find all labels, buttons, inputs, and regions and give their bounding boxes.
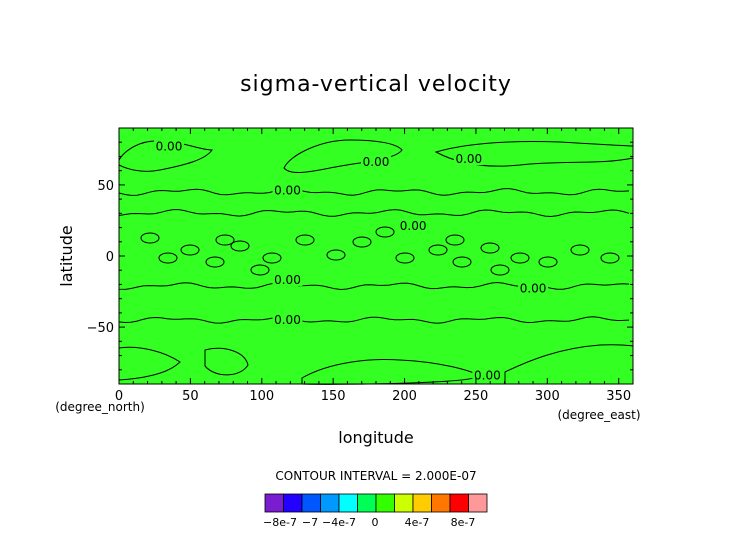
contour-island <box>158 252 178 264</box>
plot-area: 0.00 0.00 0.00 0.00 0.00 0.00 0.00 0.00 0.00 0 50 1… <box>87 127 634 404</box>
x-tick-label: 100 <box>249 389 274 404</box>
colorbar-tick-label: 4e-7 <box>405 516 430 529</box>
contour-label-bg <box>272 313 303 326</box>
y-tick-label: −50 <box>87 321 114 336</box>
contour-label: 0.00 <box>274 273 301 287</box>
x-axis-unit: (degree_east) <box>557 408 640 422</box>
contour-blob <box>283 139 403 173</box>
colorbar-swatch <box>375 493 395 513</box>
colorbar-tick-label: −4e-7 <box>322 516 356 529</box>
y-tick-label: 50 <box>97 179 114 194</box>
colorbar-swatch <box>320 493 340 513</box>
contour-label: 0.00 <box>520 282 547 296</box>
colorbar-tick-label: −7 <box>302 516 318 529</box>
contour-label-bg <box>472 369 503 382</box>
colorbar-swatch <box>394 493 414 513</box>
colorbar-tick-label: −8e-7 <box>263 516 297 529</box>
chart-title: sigma-vertical velocity <box>240 72 512 97</box>
contour-island <box>445 234 465 246</box>
x-tick-label: 200 <box>392 389 417 404</box>
x-tick-label: 0 <box>115 389 123 404</box>
contour-label-bg <box>153 140 184 153</box>
contour-island <box>215 234 235 246</box>
x-tick-label: 250 <box>464 389 489 404</box>
contour-label-bg <box>361 155 391 168</box>
contour-island <box>538 256 558 268</box>
field-fill <box>119 128 633 384</box>
y-axis-unit: (degree_north) <box>55 400 145 414</box>
contour-island <box>205 256 225 268</box>
x-tick-label: 300 <box>535 389 560 404</box>
contour-label: 0.00 <box>274 183 301 197</box>
contour-label: 0.00 <box>363 155 390 169</box>
colorbar-tick-label: 8e-7 <box>451 516 476 529</box>
contour-island <box>262 252 282 264</box>
contour-label: 0.00 <box>274 313 301 327</box>
x-tick-label: 350 <box>606 389 631 404</box>
contour-label: 0.00 <box>455 152 482 166</box>
contour-label-bg <box>398 219 429 232</box>
contour-island <box>295 234 315 246</box>
contour-band-line <box>118 209 630 218</box>
contour-blob <box>118 346 181 381</box>
contour-island <box>326 249 346 261</box>
colorbar-swatch <box>338 493 358 513</box>
colorbar-swatch <box>468 493 488 513</box>
contour-island <box>250 264 270 276</box>
contour-label-bg <box>272 184 303 197</box>
colorbar-swatch <box>449 493 469 513</box>
contour-band-line <box>118 316 630 324</box>
x-tick-label: 50 <box>182 389 199 404</box>
colorbar-swatch <box>431 493 451 513</box>
contour-label: 0.00 <box>400 219 427 233</box>
contour-island <box>428 244 448 256</box>
x-axis-label: longitude <box>338 428 413 447</box>
y-tick-label: 0 <box>106 250 114 265</box>
contour-island <box>452 256 472 268</box>
colorbar-swatch <box>264 493 284 513</box>
contour-island <box>375 226 395 238</box>
contour-island <box>140 232 160 244</box>
colorbar-swatch <box>357 493 377 513</box>
contour-island <box>510 252 530 264</box>
contour-island <box>600 252 620 264</box>
x-tick-label: 150 <box>321 389 346 404</box>
colorbar-swatch <box>301 493 321 513</box>
colorbar-tick-label: 0 <box>372 516 379 529</box>
contour-interval-label: CONTOUR INTERVAL = 2.000E-07 <box>275 469 476 483</box>
y-axis-label: latitude <box>57 225 76 286</box>
contour-island <box>570 244 590 256</box>
contour-blob <box>204 347 249 376</box>
contour-island <box>230 240 250 252</box>
contour-label-bg <box>518 282 549 295</box>
contour-label: 0.00 <box>474 368 501 382</box>
contour-band-line <box>118 187 630 196</box>
contour-island <box>480 242 500 254</box>
contour-label-bg <box>453 153 484 166</box>
contour-island <box>180 244 200 256</box>
colorbar-swatch <box>412 493 432 513</box>
contour-label: 0.00 <box>156 139 183 153</box>
contour-lines <box>118 139 634 385</box>
contour-island <box>490 264 510 276</box>
contour-island <box>352 236 372 248</box>
contour-blob <box>118 140 213 172</box>
colorbar: −8e-7 −7 −4e-7 0 4e-7 8e-7 <box>263 493 488 529</box>
colorbar-swatch <box>283 493 303 513</box>
contour-island <box>395 252 415 264</box>
contour-label-bg <box>272 274 303 287</box>
